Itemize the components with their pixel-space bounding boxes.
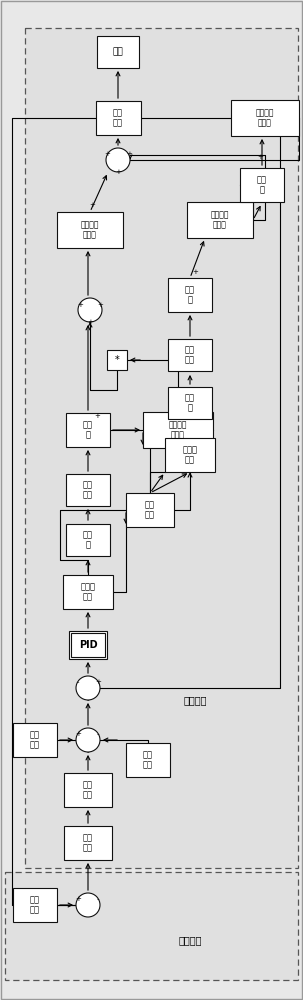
Text: *: * — [115, 355, 119, 365]
Text: 功率
测量: 功率 测量 — [113, 109, 123, 127]
Bar — [231, 100, 299, 136]
Circle shape — [76, 893, 100, 917]
Text: 死区
限幅: 死区 限幅 — [185, 346, 195, 364]
Text: 负荷
扰动: 负荷 扰动 — [143, 751, 153, 769]
Text: +: + — [97, 302, 103, 308]
Bar — [63, 575, 113, 609]
Bar — [107, 350, 127, 370]
Text: 低压缸分
配系数: 低压缸分 配系数 — [256, 109, 274, 127]
Text: +: + — [75, 731, 81, 737]
Bar — [13, 723, 57, 757]
Bar — [13, 888, 57, 922]
Text: +: + — [126, 151, 132, 157]
Text: -: - — [87, 749, 89, 755]
Bar — [187, 202, 253, 238]
Text: -: - — [97, 896, 99, 902]
Bar — [95, 101, 141, 135]
Bar — [5, 872, 298, 980]
Text: +: + — [94, 413, 100, 419]
Text: 高压
缸: 高压 缸 — [83, 421, 93, 439]
Text: 中压缸分
配系数: 中压缸分 配系数 — [211, 211, 229, 229]
Bar — [97, 36, 139, 68]
Bar — [143, 412, 213, 448]
Bar — [69, 631, 107, 659]
Bar — [66, 524, 110, 556]
Bar — [57, 212, 123, 248]
Text: +: + — [257, 154, 263, 160]
Text: 频差
放大: 频差 放大 — [83, 781, 93, 799]
Text: 电液转
换器: 电液转 换器 — [81, 583, 95, 601]
Text: 转速区域: 转速区域 — [178, 935, 202, 945]
Text: 电液转
换器: 电液转 换器 — [182, 446, 198, 464]
Text: -: - — [87, 697, 89, 703]
Bar — [126, 743, 170, 777]
Text: +: + — [89, 202, 95, 208]
Text: 功率区域: 功率区域 — [183, 695, 207, 705]
Text: -: - — [97, 731, 99, 737]
Text: 转子: 转子 — [113, 47, 123, 56]
Text: +: + — [77, 302, 83, 308]
Text: 负荷
给定: 负荷 给定 — [30, 731, 40, 749]
Bar — [64, 773, 112, 807]
Text: +: + — [95, 679, 101, 685]
Text: 转速
给定: 转速 给定 — [30, 896, 40, 914]
Text: PID: PID — [79, 640, 97, 650]
Text: -: - — [77, 679, 79, 685]
Text: 油动
机: 油动 机 — [185, 394, 195, 412]
Text: +: + — [87, 319, 93, 325]
Bar — [165, 438, 215, 472]
Circle shape — [76, 676, 100, 700]
Circle shape — [78, 298, 102, 322]
Bar — [168, 387, 212, 419]
Bar — [25, 28, 298, 868]
Text: 再热
环节: 再热 环节 — [145, 501, 155, 519]
Bar — [240, 168, 284, 202]
Text: 中压
缸: 中压 缸 — [185, 286, 195, 304]
Text: +: + — [75, 896, 81, 902]
Circle shape — [76, 728, 100, 752]
Bar — [168, 339, 212, 371]
Text: 死区
限幅: 死区 限幅 — [83, 481, 93, 499]
Text: 油动
机: 油动 机 — [83, 531, 93, 549]
Bar — [126, 493, 174, 527]
Bar — [66, 413, 110, 447]
Bar — [66, 474, 110, 506]
Text: +: + — [192, 269, 198, 275]
Text: +: + — [104, 151, 110, 157]
Bar — [64, 826, 112, 860]
Text: 高压缸分
配系数: 高压缸分 配系数 — [81, 221, 99, 239]
Text: 低压
缸: 低压 缸 — [257, 176, 267, 194]
Text: +: + — [115, 169, 121, 175]
Text: 转速
测量: 转速 测量 — [83, 834, 93, 852]
Text: 高压缸过
调系数: 高压缸过 调系数 — [169, 421, 187, 439]
Bar — [71, 633, 105, 657]
Bar — [168, 278, 212, 312]
Circle shape — [106, 148, 130, 172]
